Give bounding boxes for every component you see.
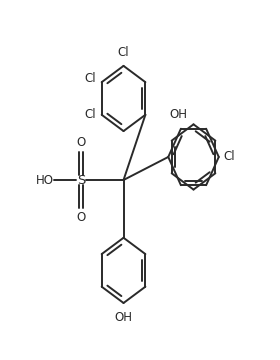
Text: Cl: Cl xyxy=(85,72,96,85)
Text: S: S xyxy=(77,174,85,186)
Text: Cl: Cl xyxy=(223,150,235,163)
Text: OH: OH xyxy=(169,108,187,121)
Text: Cl: Cl xyxy=(118,46,129,59)
Text: OH: OH xyxy=(115,311,132,324)
Text: O: O xyxy=(76,136,86,149)
Text: Cl: Cl xyxy=(85,108,96,121)
Text: O: O xyxy=(76,211,86,224)
Text: HO: HO xyxy=(36,174,53,186)
